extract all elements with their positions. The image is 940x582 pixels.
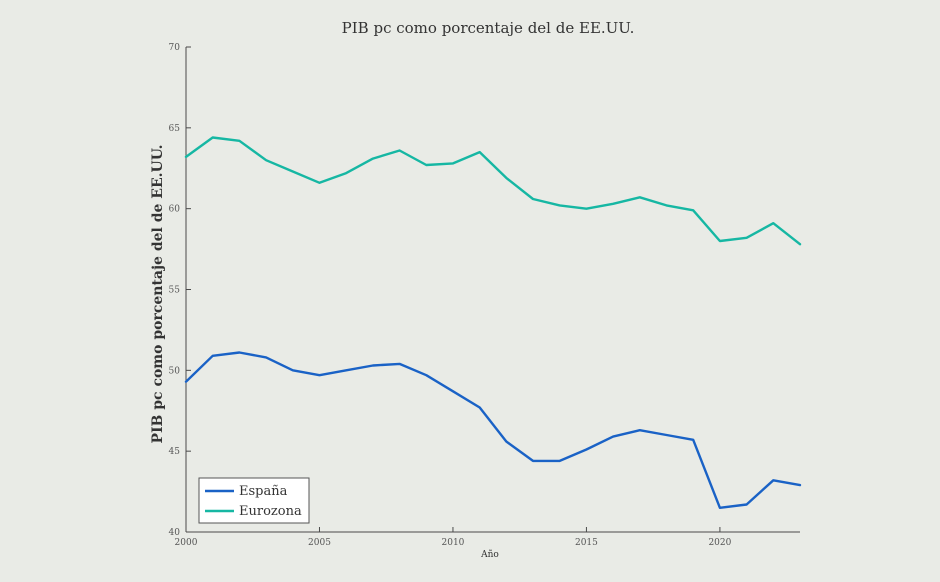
x-tick-label: 2005 bbox=[308, 538, 331, 548]
y-tick-label: 70 bbox=[169, 43, 181, 53]
x-ticks: 2000 2005 2010 2015 2020 bbox=[175, 527, 732, 548]
legend-label-espana: España bbox=[239, 484, 288, 499]
y-tick-label: 45 bbox=[169, 447, 181, 457]
legend-label-eurozona: Eurozona bbox=[239, 504, 302, 519]
chart-title: PIB pc como porcentaje del de EE.UU. bbox=[342, 19, 635, 37]
x-tick-label: 2020 bbox=[708, 538, 731, 548]
y-ticks: 40 45 50 55 60 65 70 bbox=[169, 43, 191, 538]
y-tick-label: 60 bbox=[169, 205, 181, 215]
y-tick-label: 50 bbox=[169, 366, 181, 376]
series-line-eurozona bbox=[184, 136, 802, 246]
legend: España Eurozona bbox=[198, 477, 310, 524]
x-tick-label: 2010 bbox=[442, 538, 465, 548]
y-axis-label: PIB pc como porcentaje del de EE.UU. bbox=[150, 144, 166, 443]
x-axis-label: Año bbox=[480, 550, 499, 560]
legend-box bbox=[198, 477, 310, 524]
x-tick-label: 2000 bbox=[175, 538, 198, 548]
x-tick-label: 2015 bbox=[575, 538, 598, 548]
series-line-espana bbox=[184, 351, 802, 509]
y-tick-label: 65 bbox=[169, 124, 181, 134]
series-layer bbox=[184, 136, 802, 509]
y-tick-label: 40 bbox=[169, 528, 181, 538]
y-tick-label: 55 bbox=[169, 286, 181, 296]
